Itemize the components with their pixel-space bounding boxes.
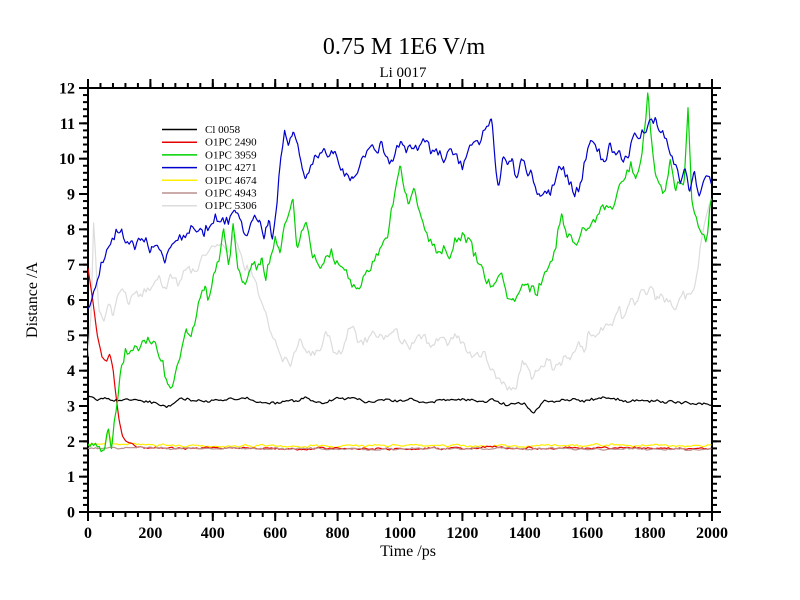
x-tick-label: 0 <box>84 525 92 542</box>
legend-item: O1PC 4674 <box>162 175 257 187</box>
y-tick-label: 3 <box>67 399 75 416</box>
y-tick-label: 10 <box>59 151 75 168</box>
y-tick-label: 7 <box>67 257 75 274</box>
x-tick-label: 800 <box>326 525 350 542</box>
series-line-o1pc-2490 <box>88 268 712 451</box>
y-tick-label: 11 <box>60 116 75 133</box>
x-tick-label: 600 <box>263 525 287 542</box>
legend-label: O1PC 4674 <box>205 175 257 187</box>
x-tick-label: 200 <box>138 525 162 542</box>
x-axis-label: Time /ps <box>380 543 436 560</box>
y-tick-label: 12 <box>59 81 75 98</box>
series-lines <box>88 92 712 453</box>
legend-item: O1PC 3959 <box>162 149 257 161</box>
series-line-o1pc-4271 <box>88 117 712 310</box>
legend-label: O1PC 5306 <box>205 200 257 212</box>
y-tick-label: 2 <box>67 434 75 451</box>
legend-item: O1PC 5306 <box>162 200 257 212</box>
y-tick-label: 1 <box>67 469 75 486</box>
x-tick-label: 1000 <box>384 525 416 542</box>
x-tick-label: 1800 <box>634 525 666 542</box>
legend-item: O1PC 4943 <box>162 188 257 200</box>
series-line-o1pc-5306 <box>88 199 712 391</box>
legend-label: O1PC 4943 <box>205 188 257 200</box>
x-tick-label: 2000 <box>696 525 728 542</box>
series-line-o1pc-4674 <box>88 431 712 449</box>
y-axis-label: Distance /A <box>24 262 41 338</box>
x-tick-label: 1600 <box>571 525 603 542</box>
legend-label: O1PC 4271 <box>205 162 257 174</box>
legend-label: O1PC 3959 <box>205 149 257 161</box>
x-tick-label: 400 <box>201 525 225 542</box>
y-tick-label: 6 <box>67 293 75 310</box>
y-tick-label: 8 <box>67 222 75 239</box>
x-tick-label: 1200 <box>446 525 478 542</box>
legend-label: O1PC 2490 <box>205 137 257 149</box>
legend-label: Cl 0058 <box>205 124 241 136</box>
series-line-o1pc-3959 <box>88 92 712 453</box>
chart-subtitle: Li 0017 <box>379 65 427 81</box>
y-tick-label: 9 <box>67 187 75 204</box>
series-line-o1pc-4943 <box>88 446 712 451</box>
x-tick-label: 1400 <box>509 525 541 542</box>
y-tick-label: 4 <box>67 363 75 380</box>
legend-item: Cl 0058 <box>162 124 241 136</box>
axis-ticks: 0 200 400 600 800 1000 1200 1400 1600 1800 2000012… <box>59 79 728 542</box>
y-tick-label: 5 <box>67 328 75 345</box>
y-tick-label: 0 <box>67 505 75 522</box>
legend-item: O1PC 2490 <box>162 137 257 149</box>
series-line-cl-0058 <box>88 395 712 414</box>
legend-item: O1PC 4271 <box>162 162 257 174</box>
chart-title: 0.75 M 1E6 V/m <box>323 34 486 60</box>
